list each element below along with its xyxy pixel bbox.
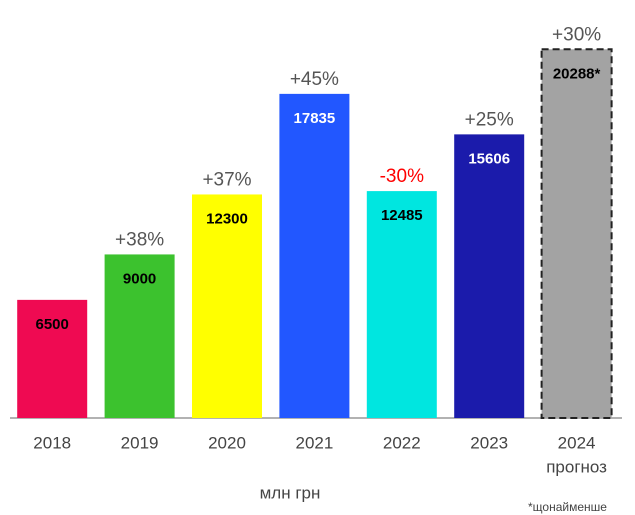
x-tick-label: 2018 [33,433,71,452]
value-label: 12300 [206,210,248,227]
value-label: 9000 [123,270,156,287]
category-note: прогноз [546,457,607,476]
bar [454,134,525,418]
change-label: -30% [380,166,424,187]
footnote: *щонайменше [528,500,607,514]
change-label: +37% [202,169,251,190]
x-tick-label: 2024 [558,433,596,452]
x-tick-label: 2022 [383,433,421,452]
value-label: 12485 [381,207,423,224]
value-label: 15606 [468,150,510,167]
change-label: +38% [115,229,164,250]
value-label: 6500 [36,316,69,333]
bar [192,194,262,418]
x-tick-label: 2023 [470,433,508,452]
bar [17,299,88,418]
unit-label: млн грн [260,483,321,502]
change-label: +25% [465,109,514,130]
bar [366,191,437,418]
change-label: +30% [552,24,601,45]
bar [279,93,350,419]
value-label: 17835 [294,110,336,127]
x-tick-label: 2019 [121,433,159,452]
bar [540,48,613,419]
value-label: 20288* [553,65,601,82]
x-tick-label: 2021 [295,433,333,452]
bar [104,254,175,418]
change-label: +45% [290,69,339,90]
x-tick-label: 2020 [208,433,246,452]
